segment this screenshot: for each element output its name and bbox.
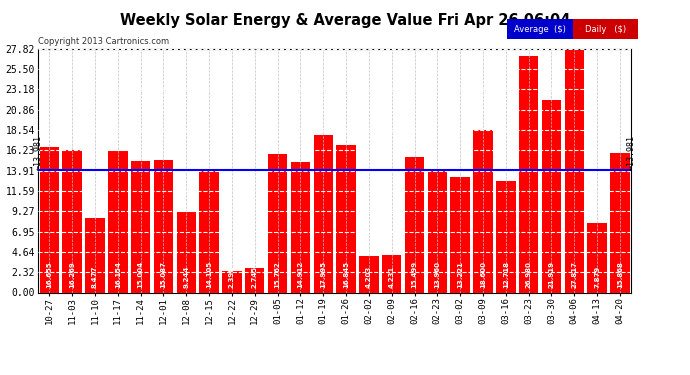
Bar [245,268,264,292]
Text: 14.912: 14.912 [297,261,304,288]
Text: 15.499: 15.499 [411,261,417,288]
Bar [496,181,515,292]
Text: Daily   ($): Daily ($) [585,25,626,34]
Text: 13.221: 13.221 [457,261,463,288]
Bar [405,157,424,292]
Bar [177,211,196,292]
Text: 27.817: 27.817 [571,261,578,288]
Bar [473,129,493,292]
Text: 16.269: 16.269 [69,261,75,288]
Text: 9.244: 9.244 [184,266,189,288]
Bar [519,56,538,292]
Text: 2.745: 2.745 [252,266,258,288]
Text: 4.231: 4.231 [388,266,395,288]
Bar [108,151,128,292]
Text: 14.105: 14.105 [206,261,212,288]
Text: ←13.981: ←13.981 [33,135,43,170]
Text: 17.995: 17.995 [320,261,326,288]
Text: 16.154: 16.154 [115,261,121,288]
Text: 16.655: 16.655 [46,261,52,288]
Text: 15.762: 15.762 [275,261,281,288]
Bar [382,255,402,292]
Text: Copyright 2013 Cartronics.com: Copyright 2013 Cartronics.com [38,38,169,46]
Bar [336,145,356,292]
Text: 8.477: 8.477 [92,266,98,288]
Text: 2.398: 2.398 [229,266,235,288]
Bar [199,169,219,292]
Text: 15.868: 15.868 [617,261,623,288]
Text: 21.919: 21.919 [549,261,555,288]
Bar [39,147,59,292]
Bar [268,154,287,292]
Bar [222,272,242,292]
Bar [428,170,447,292]
Text: 18.600: 18.600 [480,261,486,288]
Bar [313,135,333,292]
Bar [290,162,310,292]
Bar [587,224,607,292]
Bar [154,160,173,292]
Text: 15.087: 15.087 [161,261,166,288]
Bar [451,177,470,292]
Text: 16.845: 16.845 [343,261,349,288]
Bar [564,49,584,292]
Bar [610,153,630,292]
Text: 15.004: 15.004 [137,261,144,288]
Text: Average  ($): Average ($) [514,25,566,34]
Text: 12.718: 12.718 [503,261,509,288]
Bar [359,256,379,292]
Text: Weekly Solar Energy & Average Value Fri Apr 26 06:04: Weekly Solar Energy & Average Value Fri … [120,13,570,28]
Text: 7.879: 7.879 [594,266,600,288]
Bar [86,218,105,292]
Text: 26.980: 26.980 [526,261,532,288]
Text: →13.981: →13.981 [627,135,636,170]
Bar [542,100,561,292]
Bar [63,150,82,292]
Text: 4.203: 4.203 [366,266,372,288]
Bar [131,161,150,292]
Text: 13.960: 13.960 [434,261,440,288]
